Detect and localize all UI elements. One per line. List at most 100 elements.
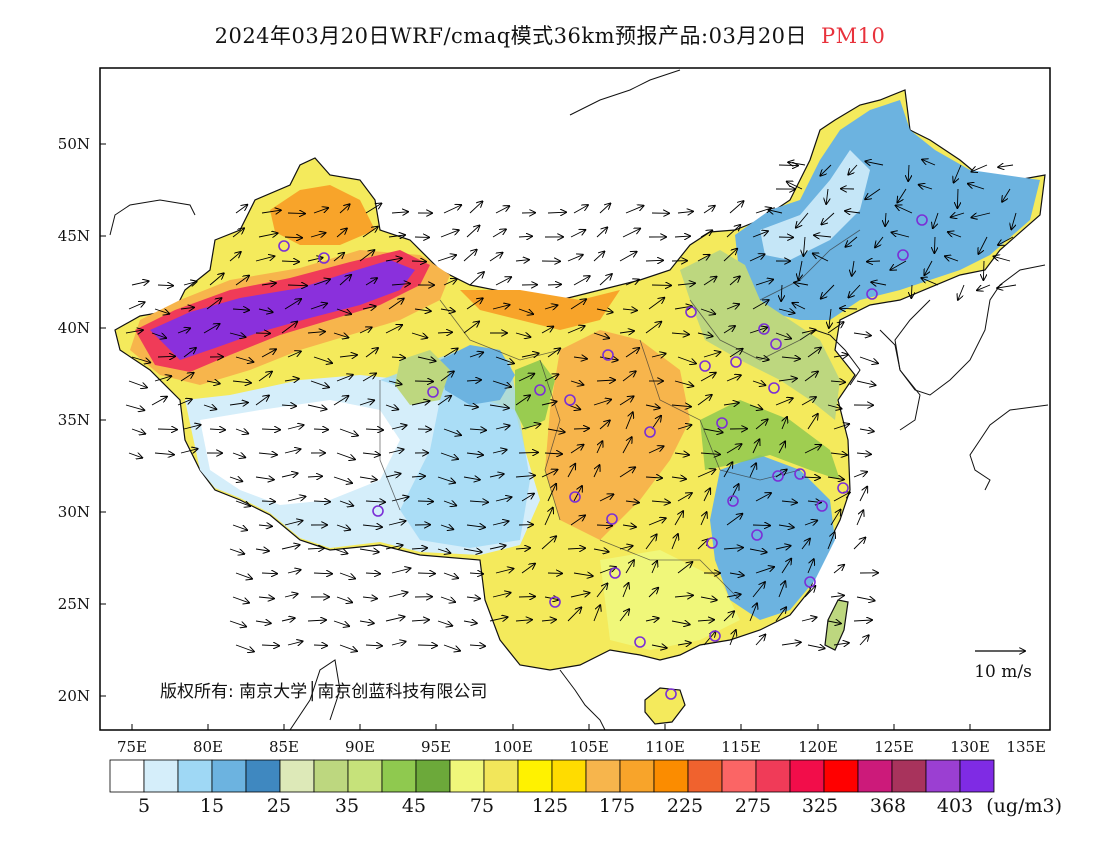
wind-arrow bbox=[648, 518, 666, 526]
wind-arrow bbox=[570, 230, 585, 238]
wind-arrow bbox=[287, 641, 303, 645]
wind-arrow bbox=[697, 333, 713, 336]
wind-arrow bbox=[544, 374, 558, 382]
wind-arrow bbox=[388, 381, 402, 384]
wind-arrow bbox=[388, 299, 404, 310]
wind-arrow bbox=[313, 356, 332, 363]
wind-arrow bbox=[229, 333, 246, 337]
wind-arrow bbox=[336, 452, 355, 459]
wind-arrow bbox=[469, 352, 483, 357]
wind-arrow bbox=[622, 437, 632, 454]
wind-arrow bbox=[463, 405, 478, 407]
wind-arrow bbox=[362, 453, 380, 455]
wind-arrow bbox=[801, 397, 816, 406]
wind-arrow bbox=[697, 539, 708, 550]
wind-arrow bbox=[229, 403, 248, 406]
wind-arrow bbox=[339, 428, 358, 436]
legend-label: 225 bbox=[667, 795, 703, 817]
wind-arrow bbox=[281, 322, 297, 334]
wind-arrow bbox=[339, 355, 357, 357]
lat-tick-label: 35N bbox=[58, 411, 90, 429]
wind-arrow bbox=[807, 645, 825, 648]
wind-arrow bbox=[258, 597, 274, 599]
city-marker bbox=[634, 636, 646, 648]
city-marker bbox=[816, 500, 828, 512]
wind-arrow bbox=[859, 429, 874, 431]
wind-arrow bbox=[125, 404, 144, 410]
wind-arrow bbox=[807, 348, 821, 358]
zone-northeast-blue bbox=[735, 100, 1040, 320]
wind-arrow bbox=[651, 645, 667, 648]
wind-arrow bbox=[365, 348, 378, 358]
wind-arrow bbox=[671, 477, 686, 479]
wind-arrow bbox=[833, 492, 850, 502]
coastline-north bbox=[569, 69, 681, 116]
wind-arrow bbox=[489, 617, 508, 621]
wind-arrow bbox=[255, 396, 269, 406]
wind-arrow bbox=[313, 279, 330, 286]
wind-arrow bbox=[859, 635, 869, 646]
wind-arrow bbox=[856, 597, 875, 601]
wind-arrow bbox=[848, 164, 858, 175]
wind-arrow bbox=[977, 284, 991, 290]
zone-south-light-yellow bbox=[600, 550, 740, 650]
city-marker bbox=[916, 214, 928, 226]
city-marker bbox=[768, 382, 780, 394]
wind-arrow bbox=[948, 232, 962, 238]
wind-arrow bbox=[414, 381, 433, 382]
wind-arrow bbox=[775, 398, 793, 406]
wind-arrow bbox=[440, 596, 455, 602]
city-marker bbox=[730, 356, 742, 368]
legend-swatch bbox=[211, 759, 247, 793]
wind-arrow bbox=[593, 252, 604, 262]
wind-arrow bbox=[128, 380, 147, 388]
wind-arrow bbox=[232, 453, 245, 457]
legend-swatch bbox=[687, 759, 723, 793]
legend-label: 15 bbox=[200, 795, 224, 817]
wind-arrow bbox=[859, 356, 878, 363]
wind-arrow bbox=[417, 501, 433, 502]
wind-arrow bbox=[437, 255, 456, 262]
wind-arrow bbox=[125, 330, 143, 333]
wind-arrow bbox=[778, 581, 785, 598]
wind-arrow bbox=[313, 429, 328, 430]
wind-arrow bbox=[593, 332, 609, 338]
legend-swatch bbox=[823, 759, 859, 793]
legend-label: 75 bbox=[470, 795, 494, 817]
wind-arrow bbox=[674, 380, 693, 386]
wind-arrow bbox=[359, 250, 374, 262]
wind-arrow bbox=[362, 306, 376, 309]
wind-arrow bbox=[567, 326, 585, 334]
wind-arrow bbox=[440, 230, 459, 238]
wind-arrow bbox=[154, 453, 174, 455]
wind-arrow bbox=[703, 429, 723, 432]
wind-arrow bbox=[547, 212, 566, 213]
lon-tick-label: 125E bbox=[874, 738, 914, 756]
wind-arrow bbox=[703, 488, 710, 502]
wind-arrow bbox=[885, 212, 886, 226]
wind-arrow bbox=[749, 405, 762, 409]
wind-arrow bbox=[570, 593, 590, 597]
wind-arrow bbox=[787, 182, 803, 190]
wind-arrow bbox=[180, 307, 194, 309]
wind-arrow bbox=[391, 284, 410, 285]
wind-arrow bbox=[794, 283, 809, 286]
lon-tick-label: 105E bbox=[569, 738, 609, 756]
wind-arrow bbox=[908, 164, 909, 181]
wind-arrow bbox=[391, 497, 409, 501]
wind-arrow bbox=[287, 285, 307, 286]
wind-arrow bbox=[518, 308, 533, 314]
wind-arrow bbox=[978, 236, 988, 254]
wind-arrow bbox=[232, 524, 247, 530]
wind-arrow bbox=[921, 278, 939, 286]
wind-arrow bbox=[339, 572, 355, 579]
wind-arrow bbox=[852, 260, 854, 276]
wind-arrow bbox=[437, 549, 450, 553]
wind-arrow bbox=[755, 280, 773, 286]
wind-arrow bbox=[814, 235, 832, 237]
wind-arrow bbox=[469, 429, 486, 430]
wind-arrow bbox=[567, 464, 575, 478]
wind-arrow bbox=[391, 425, 407, 429]
wind-arrow bbox=[417, 573, 435, 574]
wind-arrow bbox=[567, 548, 585, 549]
